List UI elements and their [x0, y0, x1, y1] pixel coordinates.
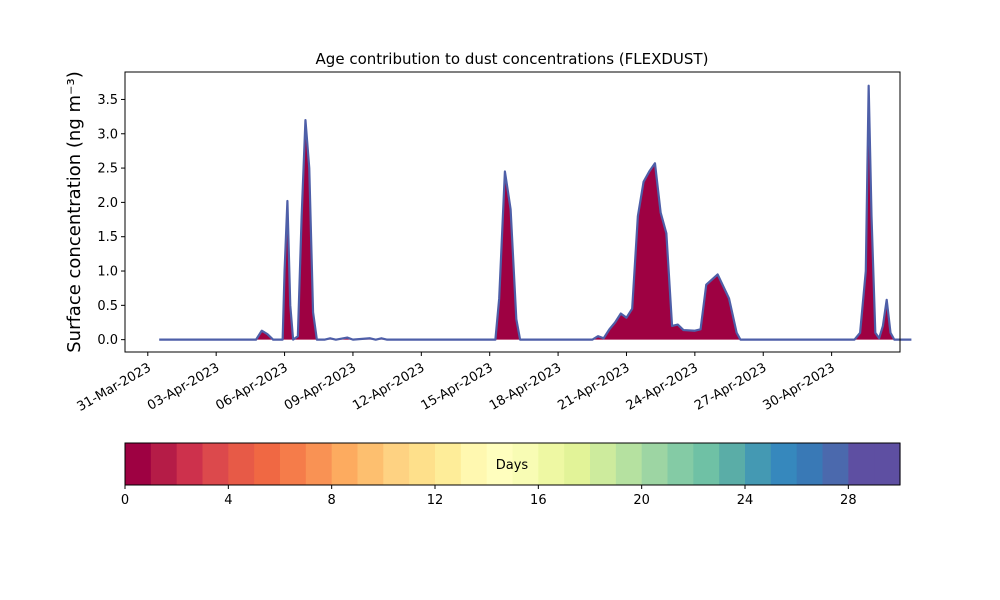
colorbar-cell	[796, 443, 824, 485]
colorbar-cell	[667, 443, 694, 485]
colorbar-cell	[357, 443, 384, 485]
y-tick-label: 3.0	[97, 127, 118, 142]
series-line-total	[159, 84, 912, 341]
y-tick-label: 0.0	[97, 333, 118, 348]
colorbar-cell	[822, 443, 849, 485]
chart-title: Age contribution to dust concentrations …	[316, 50, 709, 68]
y-tick-label: 1.5	[97, 230, 118, 245]
colorbar-tick-label: 28	[840, 493, 857, 508]
x-tick-label: 24-Apr-2023	[624, 360, 701, 413]
x-tick-label: 27-Apr-2023	[692, 360, 769, 413]
colorbar-cell	[641, 443, 669, 485]
colorbar-tick-label: 24	[737, 493, 754, 508]
colorbar-tick-label: 16	[530, 493, 547, 508]
colorbar-tick-label: 0	[121, 493, 129, 508]
colorbar-cell	[538, 443, 565, 485]
x-tick-label: 15-Apr-2023	[419, 360, 496, 413]
colorbar: Days 0 4 8 12 16 20 24 28	[121, 442, 901, 508]
y-tick-label: 2.5	[97, 162, 118, 177]
colorbar-cell	[409, 443, 436, 485]
y-tick-label: 1.0	[97, 265, 118, 280]
y-tick-label: 3.5	[97, 93, 118, 108]
colorbar-cell	[331, 443, 359, 485]
colorbar-tick-label: 12	[427, 493, 444, 508]
colorbar-cell	[486, 443, 514, 485]
x-tick-label: 18-Apr-2023	[487, 360, 564, 413]
y-axis-label: Surface concentration (ng m⁻³)	[64, 71, 85, 353]
colorbar-cell	[460, 443, 488, 485]
colorbar-cell	[848, 443, 875, 485]
x-axis: 31-Mar-202303-Apr-202306-Apr-202309-Apr-…	[75, 352, 838, 415]
y-tick-label: 2.0	[97, 196, 118, 211]
colorbar-cell	[719, 443, 746, 485]
colorbar-cell	[254, 443, 281, 485]
plot-frame	[124, 71, 901, 353]
colorbar-cell	[512, 443, 539, 485]
colorbar-ticks: 0 4 8 12 16 20 24 28	[121, 485, 857, 508]
x-tick-label: 09-Apr-2023	[282, 360, 359, 413]
colorbar-cell	[615, 443, 643, 485]
plot-area	[124, 71, 912, 353]
colorbar-cell	[564, 443, 591, 485]
x-tick-label: 12-Apr-2023	[350, 360, 427, 413]
x-tick-label: 06-Apr-2023	[213, 360, 290, 413]
colorbar-cell	[228, 443, 255, 485]
colorbar-cell	[176, 443, 204, 485]
colorbar-cell	[745, 443, 772, 485]
series-area-fill	[159, 85, 912, 340]
colorbar-label: Days	[496, 458, 529, 473]
colorbar-cell	[150, 443, 178, 485]
colorbar-cell	[693, 443, 720, 485]
colorbar-tick-label: 8	[328, 493, 336, 508]
colorbar-cell	[280, 443, 307, 485]
x-tick-label: 03-Apr-2023	[145, 360, 222, 413]
colorbar-cell	[590, 443, 617, 485]
y-tick-label: 0.5	[97, 299, 118, 314]
colorbar-cell	[874, 443, 901, 485]
colorbar-cells	[125, 443, 901, 485]
x-tick-label: 30-Apr-2023	[760, 360, 837, 413]
colorbar-tick-label: 20	[633, 493, 650, 508]
colorbar-cell	[770, 443, 798, 485]
colorbar-cell	[202, 443, 229, 485]
colorbar-cell	[125, 443, 152, 485]
colorbar-tick-label: 4	[224, 493, 232, 508]
series-layer	[159, 84, 912, 341]
colorbar-cell	[435, 443, 462, 485]
colorbar-cell	[305, 443, 333, 485]
colorbar-frame	[124, 442, 901, 486]
colorbar-cell	[383, 443, 410, 485]
y-axis: 0.0 0.5 1.0 1.5 2.0 2.5 3.0 3.5	[97, 93, 125, 348]
x-tick-label: 31-Mar-2023	[75, 360, 154, 414]
x-tick-label: 21-Apr-2023	[555, 360, 632, 413]
